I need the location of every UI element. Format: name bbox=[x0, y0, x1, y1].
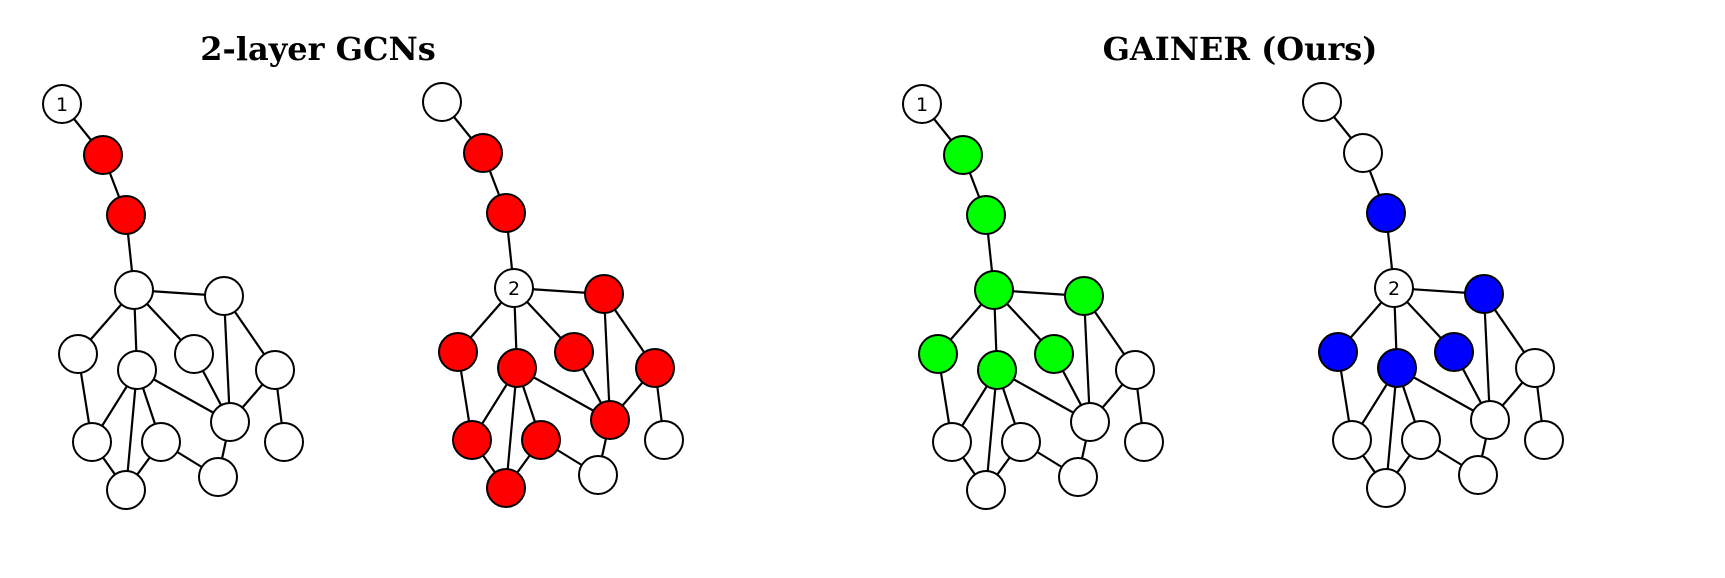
edge-6-12 bbox=[124, 369, 139, 491]
node-13-white bbox=[1458, 455, 1498, 495]
node-14-white bbox=[932, 422, 972, 462]
edge-4-10 bbox=[602, 293, 612, 421]
node-6-white bbox=[117, 350, 157, 390]
node-5-white bbox=[58, 334, 98, 374]
node-label: 1 bbox=[916, 94, 928, 116]
node-0-white bbox=[902, 84, 942, 124]
node-5-red bbox=[438, 332, 478, 372]
panel-gcn-node-1: 1 bbox=[42, 84, 304, 510]
node-5-green bbox=[918, 334, 958, 374]
panel-gainer-node-2: 2 bbox=[1302, 82, 1564, 508]
node-15-white bbox=[1124, 422, 1164, 462]
node-13-white bbox=[1058, 457, 1098, 497]
node-3-green bbox=[974, 270, 1014, 310]
node-12-red bbox=[486, 468, 526, 508]
node-6-green bbox=[977, 350, 1017, 390]
node-1-white bbox=[1343, 133, 1383, 173]
node-11-red bbox=[521, 420, 561, 460]
edge-4-10 bbox=[222, 295, 232, 423]
node-12-white bbox=[1366, 468, 1406, 508]
node-0-white bbox=[422, 82, 462, 122]
node-7-red bbox=[554, 332, 594, 372]
edge-4-10 bbox=[1082, 295, 1092, 423]
node-10-white bbox=[1070, 402, 1110, 442]
node-15-white bbox=[644, 420, 684, 460]
node-7-green bbox=[1034, 334, 1074, 374]
node-5-blue bbox=[1318, 332, 1358, 372]
node-15-white bbox=[264, 422, 304, 462]
panel-gainer-node-1: 1 bbox=[902, 84, 1164, 510]
node-0-white bbox=[1302, 82, 1342, 122]
node-11-white bbox=[141, 422, 181, 462]
node-2-green bbox=[966, 195, 1006, 235]
node-6-blue bbox=[1377, 348, 1417, 388]
node-1-red bbox=[83, 135, 123, 175]
node-1-red bbox=[463, 133, 503, 173]
node-11-white bbox=[1401, 420, 1441, 460]
node-10-white bbox=[1470, 400, 1510, 440]
node-2-blue bbox=[1366, 193, 1406, 233]
node-3-white bbox=[114, 270, 154, 310]
node-4-green bbox=[1064, 276, 1104, 316]
node-4-red bbox=[584, 274, 624, 314]
edge-6-12 bbox=[984, 369, 999, 491]
node-9-white bbox=[1515, 348, 1555, 388]
node-14-white bbox=[72, 422, 112, 462]
node-label: 2 bbox=[508, 278, 520, 300]
node-1-green bbox=[943, 135, 983, 175]
panel-gcn-node-2: 2 bbox=[422, 82, 684, 508]
node-7-blue bbox=[1434, 332, 1474, 372]
edge-6-12 bbox=[504, 367, 519, 489]
node-13-white bbox=[578, 455, 618, 495]
node-10-red bbox=[590, 400, 630, 440]
node-12-white bbox=[966, 470, 1006, 510]
node-4-white bbox=[204, 276, 244, 316]
edge-4-10 bbox=[1482, 293, 1492, 421]
node-label: 1 bbox=[56, 94, 68, 116]
node-13-white bbox=[198, 457, 238, 497]
node-11-white bbox=[1001, 422, 1041, 462]
node-12-white bbox=[106, 470, 146, 510]
node-2-red bbox=[106, 195, 146, 235]
node-3-white bbox=[1374, 268, 1414, 308]
node-15-white bbox=[1524, 420, 1564, 460]
node-2-red bbox=[486, 193, 526, 233]
node-3-white bbox=[494, 268, 534, 308]
title-gainer: GAINER (Ours) bbox=[1102, 30, 1378, 68]
node-6-red bbox=[497, 348, 537, 388]
title-2-layer-gcns: 2-layer GCNs bbox=[200, 30, 436, 68]
node-9-white bbox=[1115, 350, 1155, 390]
node-4-blue bbox=[1464, 274, 1504, 314]
node-9-white bbox=[255, 350, 295, 390]
node-0-white bbox=[42, 84, 82, 124]
node-10-white bbox=[210, 402, 250, 442]
node-label: 2 bbox=[1388, 278, 1400, 300]
node-9-red bbox=[635, 348, 675, 388]
node-14-white bbox=[1332, 420, 1372, 460]
edge-6-12 bbox=[1384, 367, 1399, 489]
node-7-white bbox=[174, 334, 214, 374]
node-14-red bbox=[452, 420, 492, 460]
